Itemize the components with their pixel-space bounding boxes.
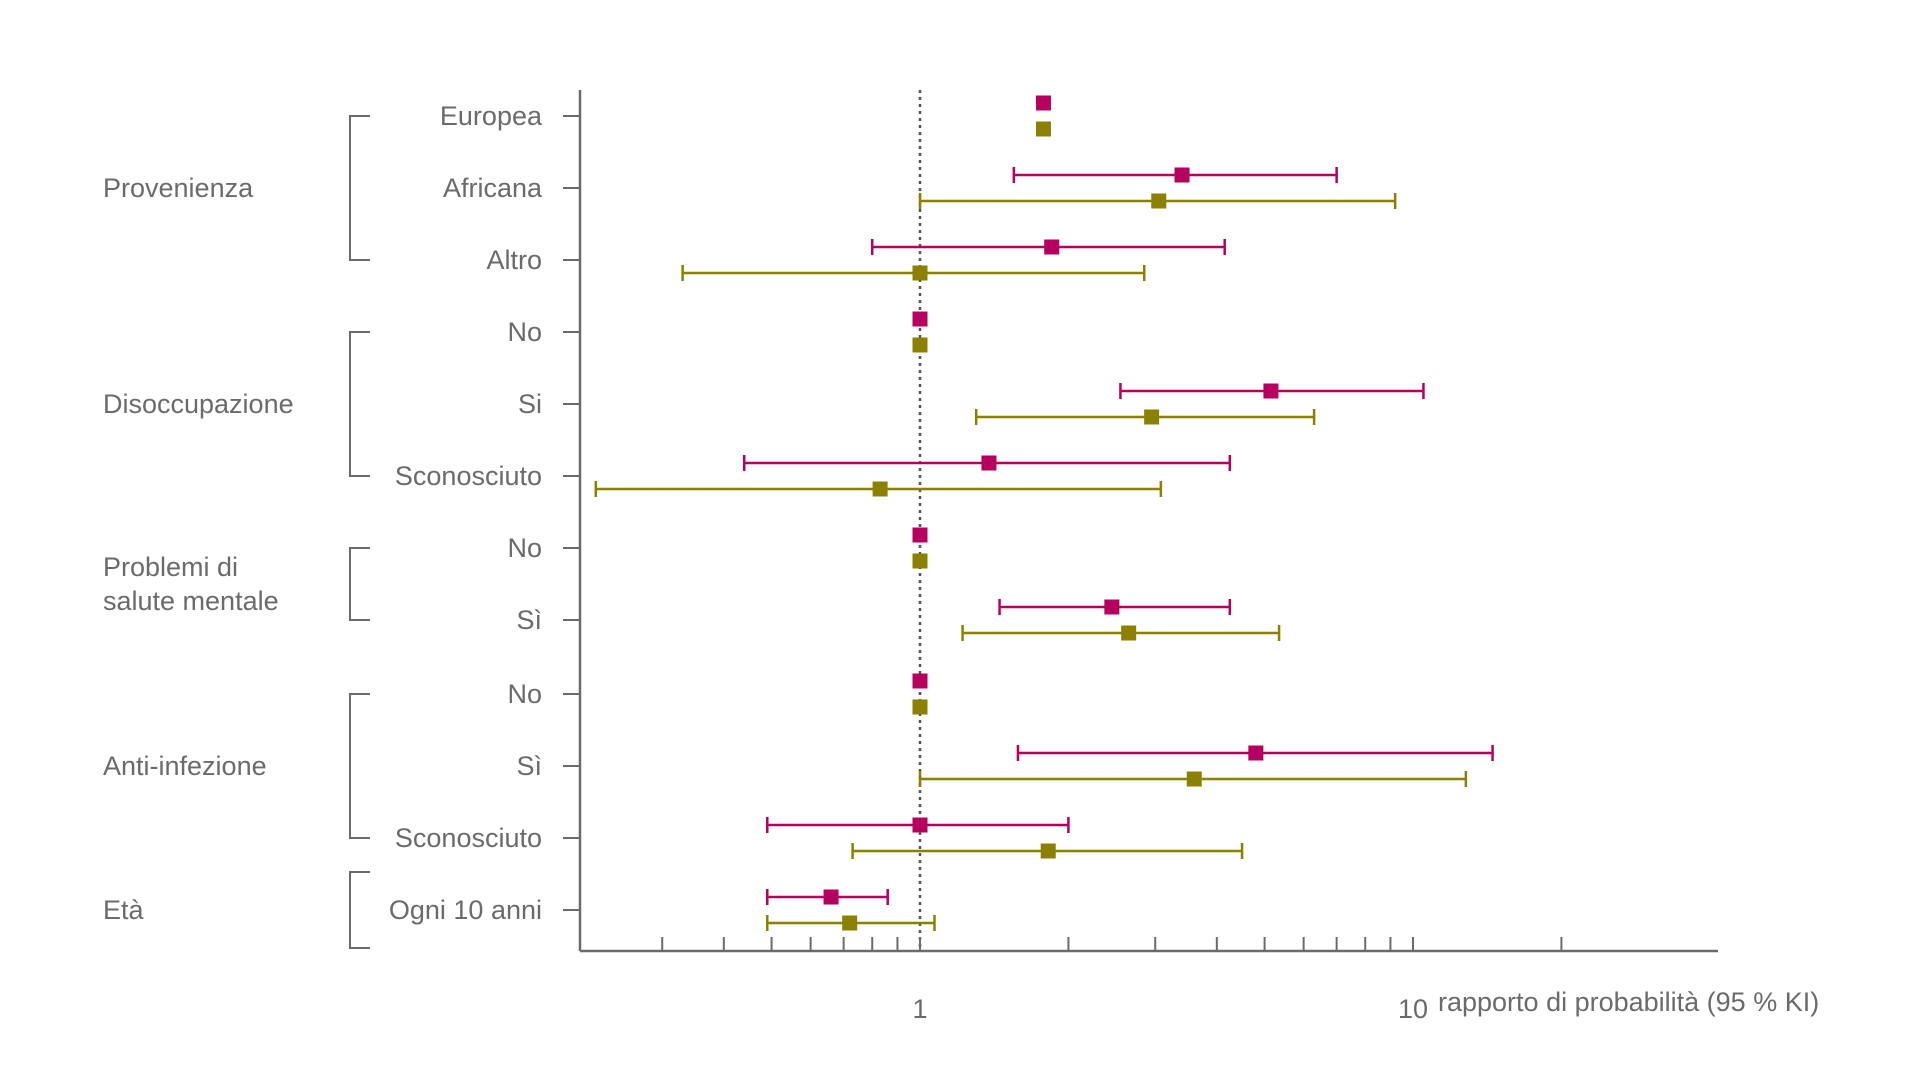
- estimate-marker: [912, 265, 928, 281]
- estimate-marker: [912, 673, 928, 689]
- estimate-marker: [1151, 193, 1167, 209]
- x-tick-label: 10: [1398, 994, 1428, 1024]
- estimate-marker: [1035, 121, 1051, 137]
- row-label: Altro: [486, 245, 542, 275]
- estimate-marker: [912, 527, 928, 543]
- estimate-marker: [1035, 95, 1051, 111]
- estimate-marker: [1248, 745, 1264, 761]
- row-label: Sì: [516, 605, 542, 635]
- x-tick-label: 1: [912, 994, 927, 1024]
- group-bracket: [349, 547, 370, 621]
- estimate-marker: [1104, 599, 1120, 615]
- row-label: Sconosciuto: [395, 823, 542, 853]
- group-label: Disoccupazione: [103, 389, 294, 419]
- row-label: No: [507, 533, 542, 563]
- estimate-marker: [912, 311, 928, 327]
- estimate-marker: [1121, 625, 1137, 641]
- group-label: Anti-infezione: [103, 751, 267, 781]
- row-label: Sconosciuto: [395, 461, 542, 491]
- row-labels: Europea Africana Altro No Si Sconosciuto No Sì N…: [389, 101, 543, 925]
- estimate-marker: [912, 337, 928, 353]
- estimate-marker: [1044, 239, 1060, 255]
- data-marks: [594, 95, 1494, 931]
- row-label: Europea: [440, 101, 543, 131]
- estimate-marker: [912, 553, 928, 569]
- estimate-marker: [1263, 383, 1279, 399]
- estimate-marker: [1144, 409, 1160, 425]
- estimate-marker: [1186, 771, 1202, 787]
- row-label: No: [507, 317, 542, 347]
- x-axis-title: rapporto di probabilità (95 % KI): [1438, 987, 1819, 1017]
- group-label: Problemi di salute mentale: [103, 552, 279, 616]
- estimate-marker: [1040, 843, 1056, 859]
- estimate-marker: [823, 889, 839, 905]
- group-label: Età: [103, 895, 145, 925]
- group-bracket: [349, 693, 370, 839]
- row-label: Sì: [516, 751, 542, 781]
- estimate-marker: [872, 481, 888, 497]
- group-brackets: [349, 115, 370, 949]
- row-label: No: [507, 679, 542, 709]
- estimate-marker: [912, 817, 928, 833]
- row-label: Ogni 10 anni: [389, 895, 542, 925]
- group-bracket: [349, 331, 370, 477]
- group-bracket: [349, 115, 370, 261]
- group-labels: Provenienza Disoccupazione Problemi di salu…: [103, 173, 294, 925]
- estimate-marker: [1174, 167, 1190, 183]
- estimate-marker: [912, 699, 928, 715]
- group-bracket: [349, 871, 370, 949]
- row-label: Africana: [443, 173, 543, 203]
- estimate-marker: [842, 915, 858, 931]
- axes: 1 10 rapporto di probabilità (95 % KI): [563, 90, 1819, 1024]
- group-label: Provenienza: [103, 173, 254, 203]
- row-label: Si: [518, 389, 542, 419]
- estimate-marker: [981, 455, 997, 471]
